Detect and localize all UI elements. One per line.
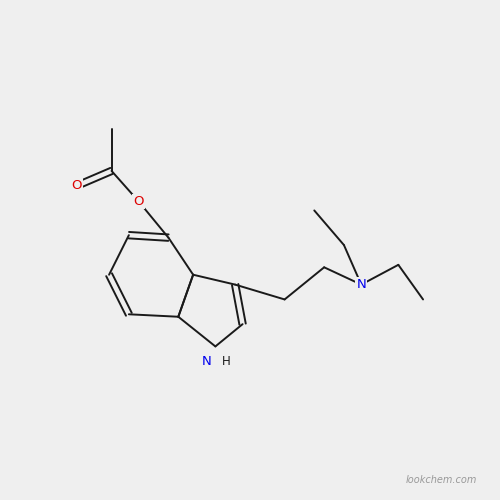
Text: lookchem.com: lookchem.com: [406, 475, 477, 485]
Text: N: N: [356, 278, 366, 291]
Text: O: O: [134, 195, 144, 208]
Text: H: H: [222, 355, 230, 368]
Text: N: N: [202, 355, 211, 368]
Text: O: O: [72, 179, 82, 192]
